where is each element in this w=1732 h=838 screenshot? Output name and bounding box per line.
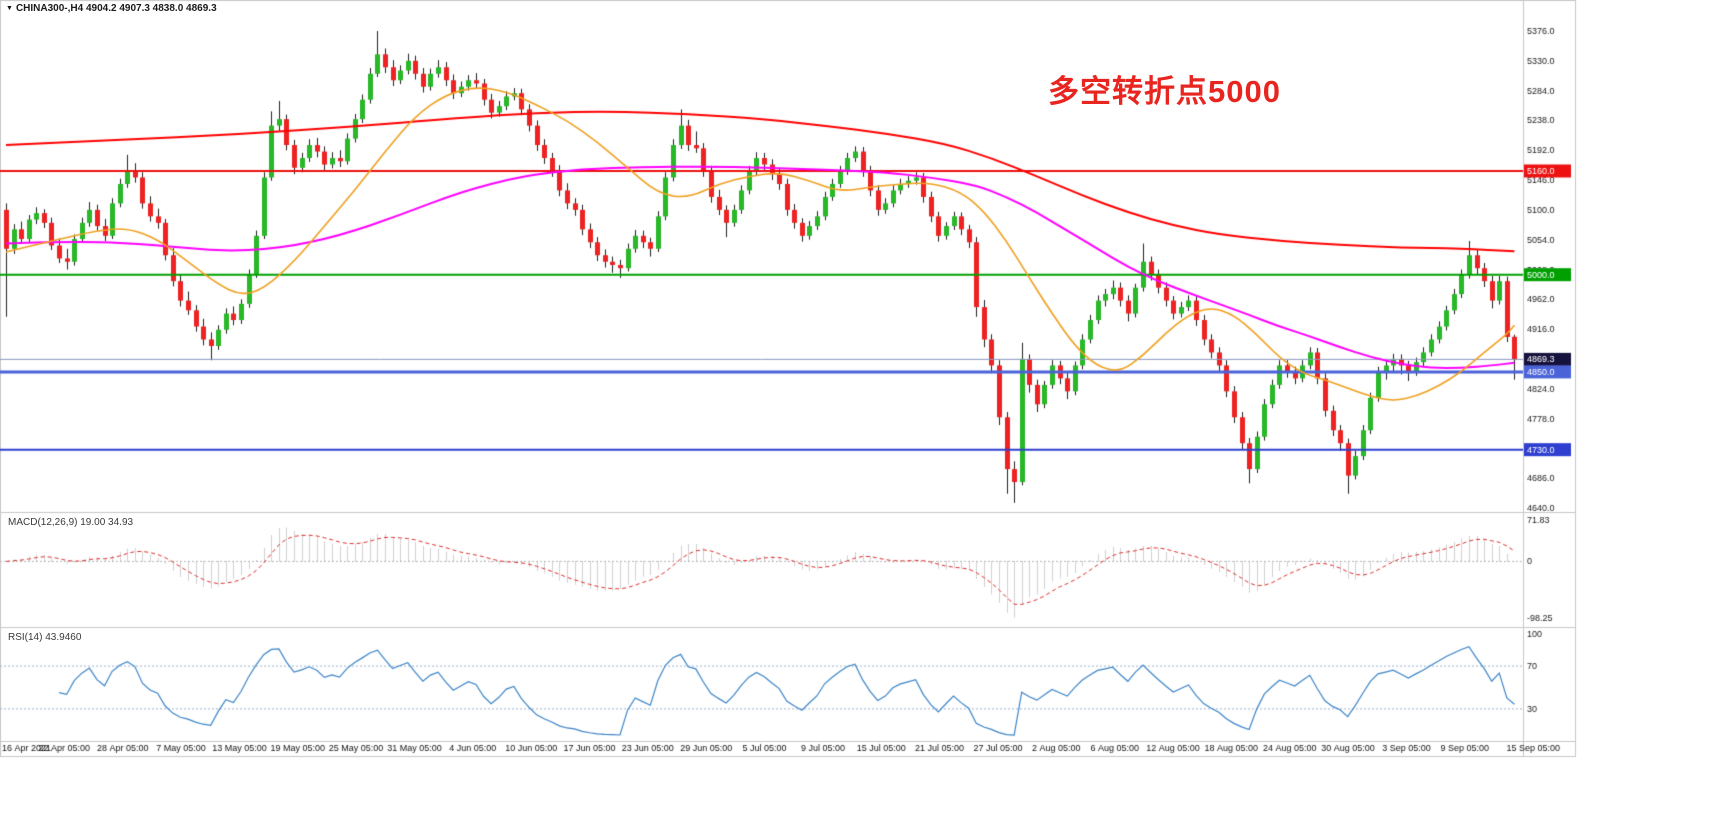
symbol-info-bar: ▼ CHINA300-,H4 4904.2 4907.3 4838.0 4869.… xyxy=(6,3,217,14)
chart-collapse-icon[interactable]: ▼ xyxy=(6,5,13,12)
chart-annotation-text: 多空转折点5000 xyxy=(1048,74,1281,109)
macd-indicator-label: MACD(12,26,9) 19.00 34.93 xyxy=(8,517,134,528)
symbol-ohlc-text: CHINA300-,H4 4904.2 4907.3 4838.0 4869.3 xyxy=(15,3,217,14)
rsi-indicator-label: RSI(14) 43.9460 xyxy=(8,632,82,643)
